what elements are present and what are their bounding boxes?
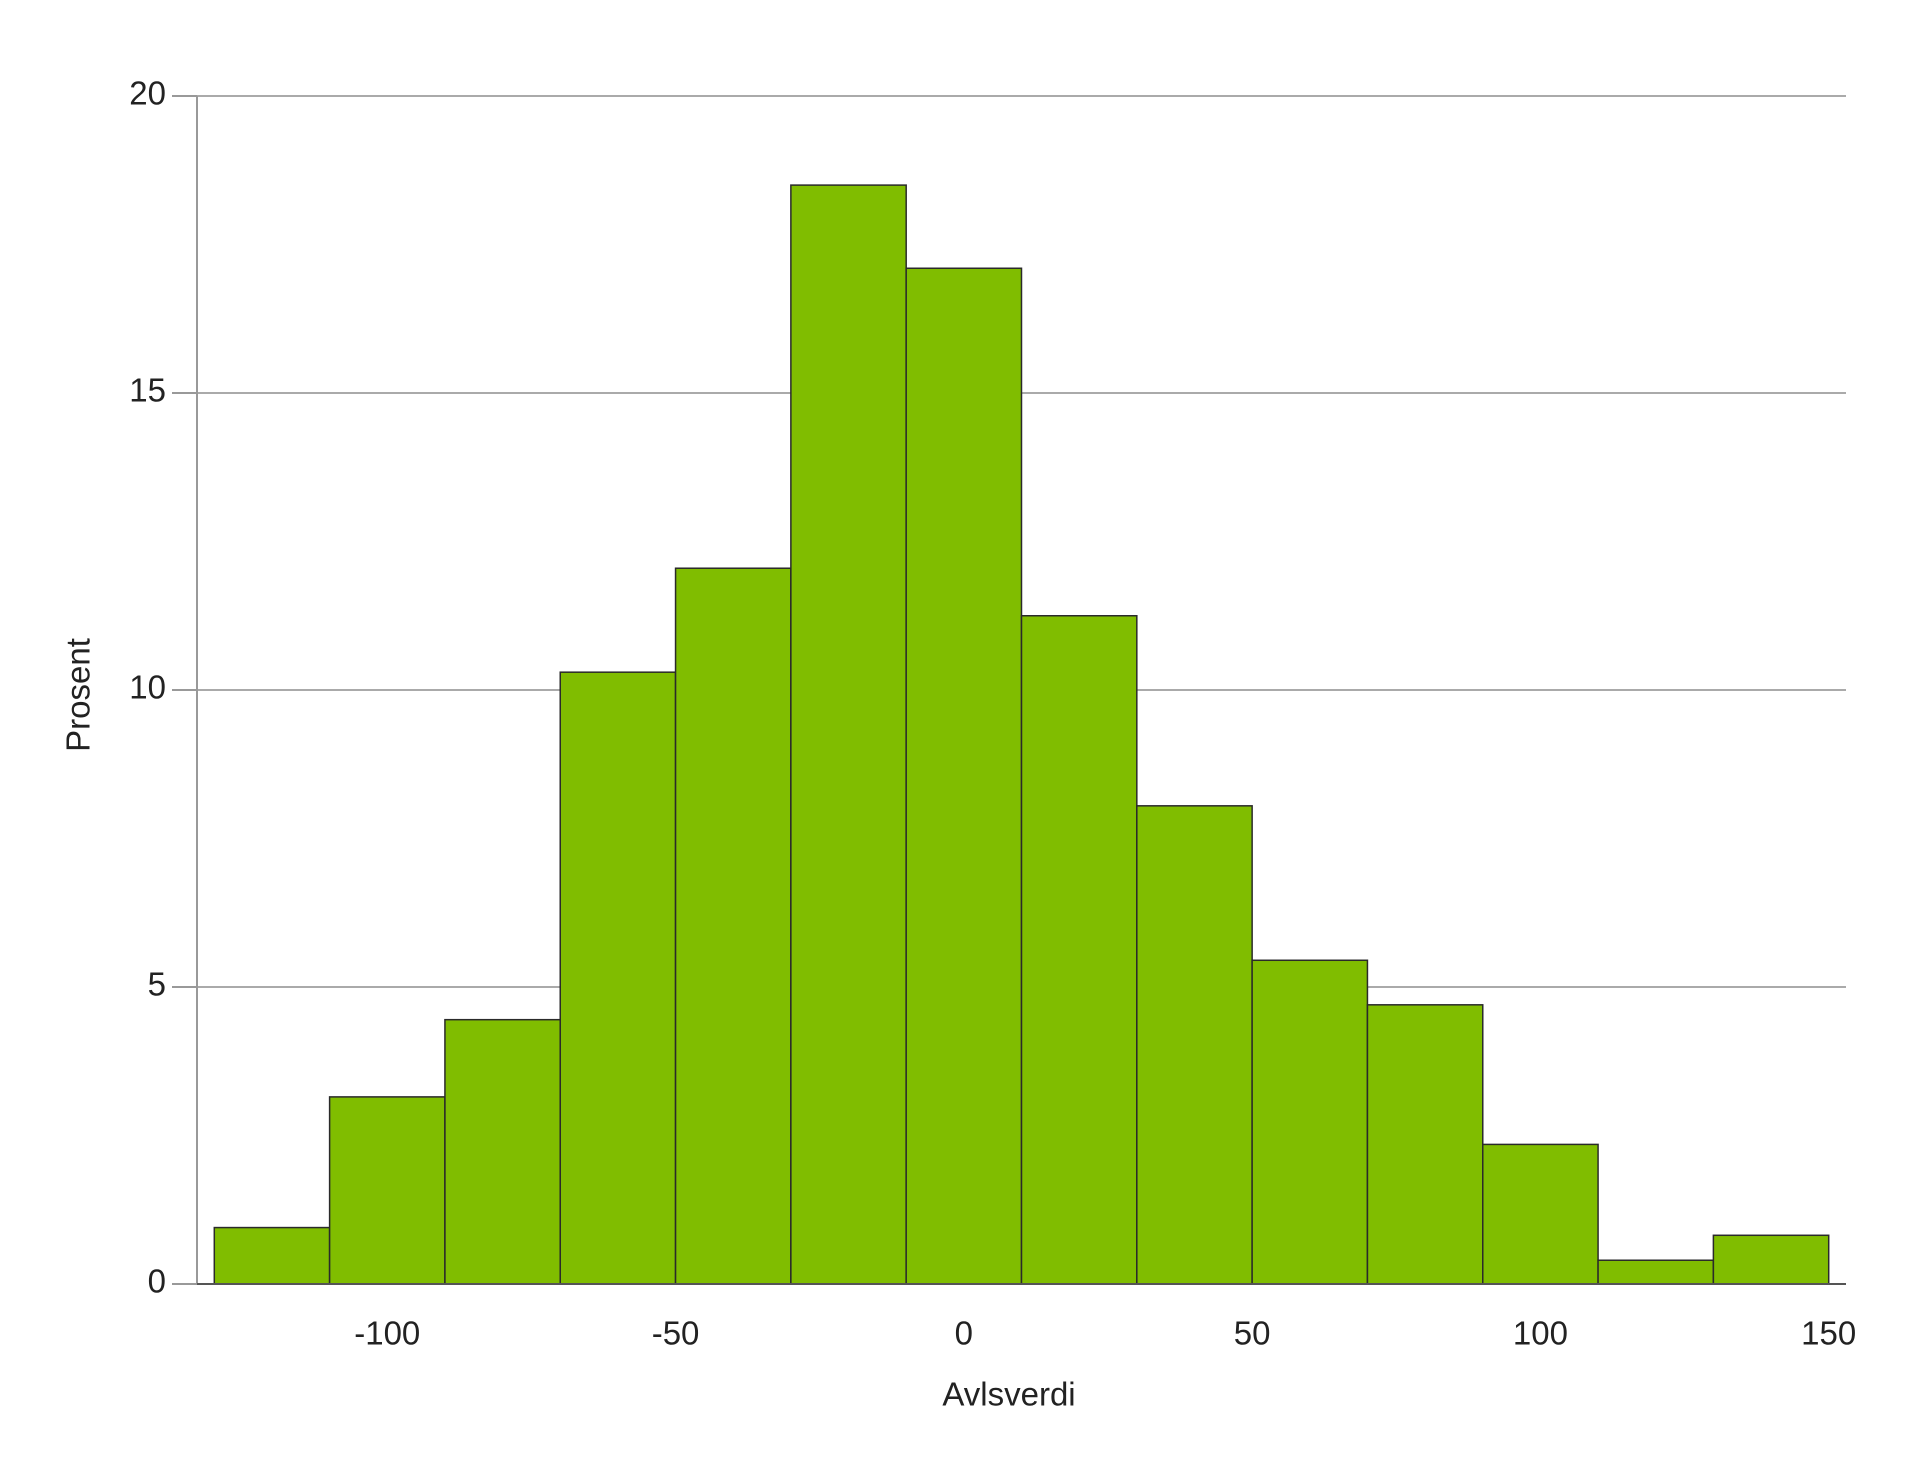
x-axis-title: Avlsverdi — [942, 1376, 1075, 1413]
bar — [1136, 805, 1253, 1285]
y-tick-label: 15 — [129, 372, 166, 409]
bar — [328, 1096, 446, 1285]
bar — [905, 267, 1023, 1285]
bar — [674, 567, 792, 1285]
y-tick-label: 20 — [129, 75, 166, 112]
y-axis-title: Prosent — [60, 638, 97, 752]
x-tick-label: 50 — [1234, 1315, 1271, 1352]
y-tick-label: 0 — [148, 1263, 166, 1300]
bar — [1366, 1004, 1484, 1285]
x-tick-label: -100 — [354, 1315, 420, 1352]
bar — [444, 1018, 561, 1285]
bar — [1020, 615, 1138, 1285]
bar — [1712, 1234, 1830, 1285]
bar — [213, 1226, 331, 1285]
bar — [1251, 959, 1369, 1285]
y-tick-label: 5 — [148, 966, 166, 1003]
bar — [559, 671, 677, 1285]
x-tick-label: 100 — [1513, 1315, 1568, 1352]
bar — [1597, 1259, 1715, 1285]
bar — [790, 184, 907, 1285]
x-tick-label: -50 — [652, 1315, 700, 1352]
x-tick-label: 150 — [1801, 1315, 1856, 1352]
y-tick-label: 10 — [129, 669, 166, 706]
x-tick-label: 0 — [955, 1315, 973, 1352]
bar — [1482, 1143, 1599, 1285]
